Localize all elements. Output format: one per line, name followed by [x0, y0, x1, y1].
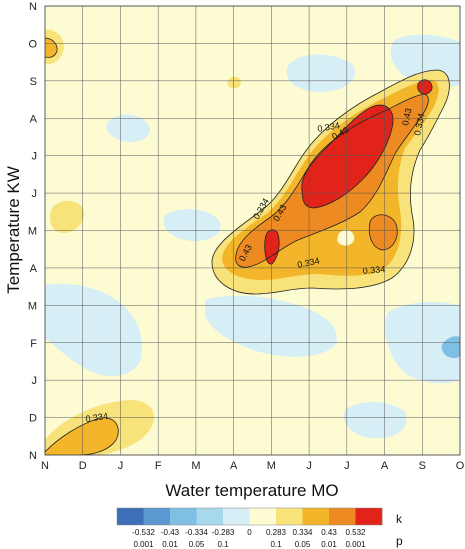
contour-label: 0.334 — [296, 255, 320, 269]
legend-key-p: p — [396, 534, 403, 548]
grid-lines — [45, 6, 460, 455]
positive-spot-top — [227, 76, 241, 89]
legend-p-value: 0.1 — [217, 540, 229, 549]
legend-swatch — [170, 508, 197, 525]
y-tick-label: A — [30, 263, 38, 275]
contour-fill-layer — [45, 29, 460, 455]
x-axis-label: Water temperature MO — [165, 481, 338, 500]
peak-left — [264, 229, 280, 265]
y-tick-label: J — [32, 375, 38, 387]
y-tick-label: N — [29, 1, 37, 13]
contour-label: 0.334 — [317, 120, 341, 134]
x-tick-label: M — [191, 460, 200, 472]
peak-main — [301, 105, 394, 208]
legend-k-value: -0.532 — [132, 528, 155, 537]
contour-label: 0.334 — [362, 264, 385, 276]
x-tick-label: J — [344, 460, 350, 472]
positive-region-right-lobe — [369, 214, 398, 250]
legend-bar-frame — [116, 507, 383, 526]
legend-p-value: 0.01 — [321, 540, 337, 549]
x-tick-label: O — [456, 460, 465, 472]
legend-k-value: 0.532 — [345, 528, 366, 537]
negative-region-top-right — [286, 54, 355, 92]
y-tick-label: N — [29, 450, 37, 462]
legend-p-value: 0.001 — [345, 540, 366, 549]
negative-region-left-mid — [106, 114, 150, 143]
legend-swatch — [249, 508, 277, 525]
legend-swatch — [223, 508, 250, 525]
positive-region-left — [50, 200, 85, 233]
contour-lines — [45, 37, 450, 455]
peak-top-right — [417, 79, 433, 95]
legend-k-value: 0.283 — [266, 528, 287, 537]
x-tick-label: N — [41, 460, 49, 472]
x-tick-label: A — [381, 460, 389, 472]
legend-key-k: k — [396, 512, 403, 526]
x-tick-label: A — [230, 460, 238, 472]
y-tick-label: J — [32, 151, 38, 163]
x-tick-label: J — [118, 460, 124, 472]
x-tick-label: F — [155, 460, 162, 472]
x-tick-label: S — [419, 460, 426, 472]
y-axis-ticks: N O S A J J M A M F J D N — [28, 1, 38, 462]
legend-p-value: 0.01 — [162, 540, 178, 549]
legend-swatch — [302, 508, 330, 525]
legend-swatch — [117, 508, 144, 525]
y-tick-label: A — [30, 113, 38, 125]
legend-k-value: -0.334 — [185, 528, 208, 537]
positive-hole — [337, 230, 355, 246]
y-tick-label: D — [29, 413, 37, 425]
x-tick-label: D — [79, 460, 87, 472]
positive-mid-bottom-left — [45, 417, 119, 455]
legend-k-value: 0.43 — [321, 528, 337, 537]
legend-swatch — [276, 508, 303, 525]
x-tick-label: M — [267, 460, 276, 472]
legend-p-value: 0.05 — [295, 540, 311, 549]
legend-swatch — [355, 508, 383, 525]
legend-p-value: 0.001 — [133, 540, 154, 549]
legend-k-value: 0 — [247, 528, 252, 537]
contour-label: 0.43 — [400, 107, 413, 126]
negative-region-centre — [163, 209, 221, 242]
legend-p-value: 0.05 — [189, 540, 205, 549]
y-tick-label: O — [28, 38, 37, 50]
legend-k-value: 0.334 — [292, 528, 313, 537]
strong-negative-spot — [441, 336, 460, 359]
legend-swatch — [329, 508, 356, 525]
legend-p-value: 0.1 — [270, 540, 282, 549]
legend-k-value: -0.283 — [212, 528, 235, 537]
y-tick-label: S — [30, 76, 37, 88]
y-tick-label: M — [28, 226, 37, 238]
y-tick-label: J — [32, 188, 38, 200]
y-tick-label: F — [30, 338, 37, 350]
positive-core-top-left — [45, 38, 58, 58]
negative-region-lower-left — [45, 283, 142, 377]
plot-frame — [44, 5, 461, 456]
negative-region-bottom-right — [343, 401, 407, 439]
legend: k p -0.532 -0.43 -0.334 -0.283 0 0.283 0.334 0.… — [116, 507, 403, 549]
x-tick-label: J — [306, 460, 312, 472]
y-tick-label: M — [28, 300, 37, 312]
legend-swatch — [196, 508, 224, 525]
y-axis-label: Temperature KW — [4, 166, 23, 294]
legend-k-value: -0.43 — [161, 528, 180, 537]
negative-region-lower-centre — [205, 295, 337, 357]
legend-swatch — [143, 508, 171, 525]
